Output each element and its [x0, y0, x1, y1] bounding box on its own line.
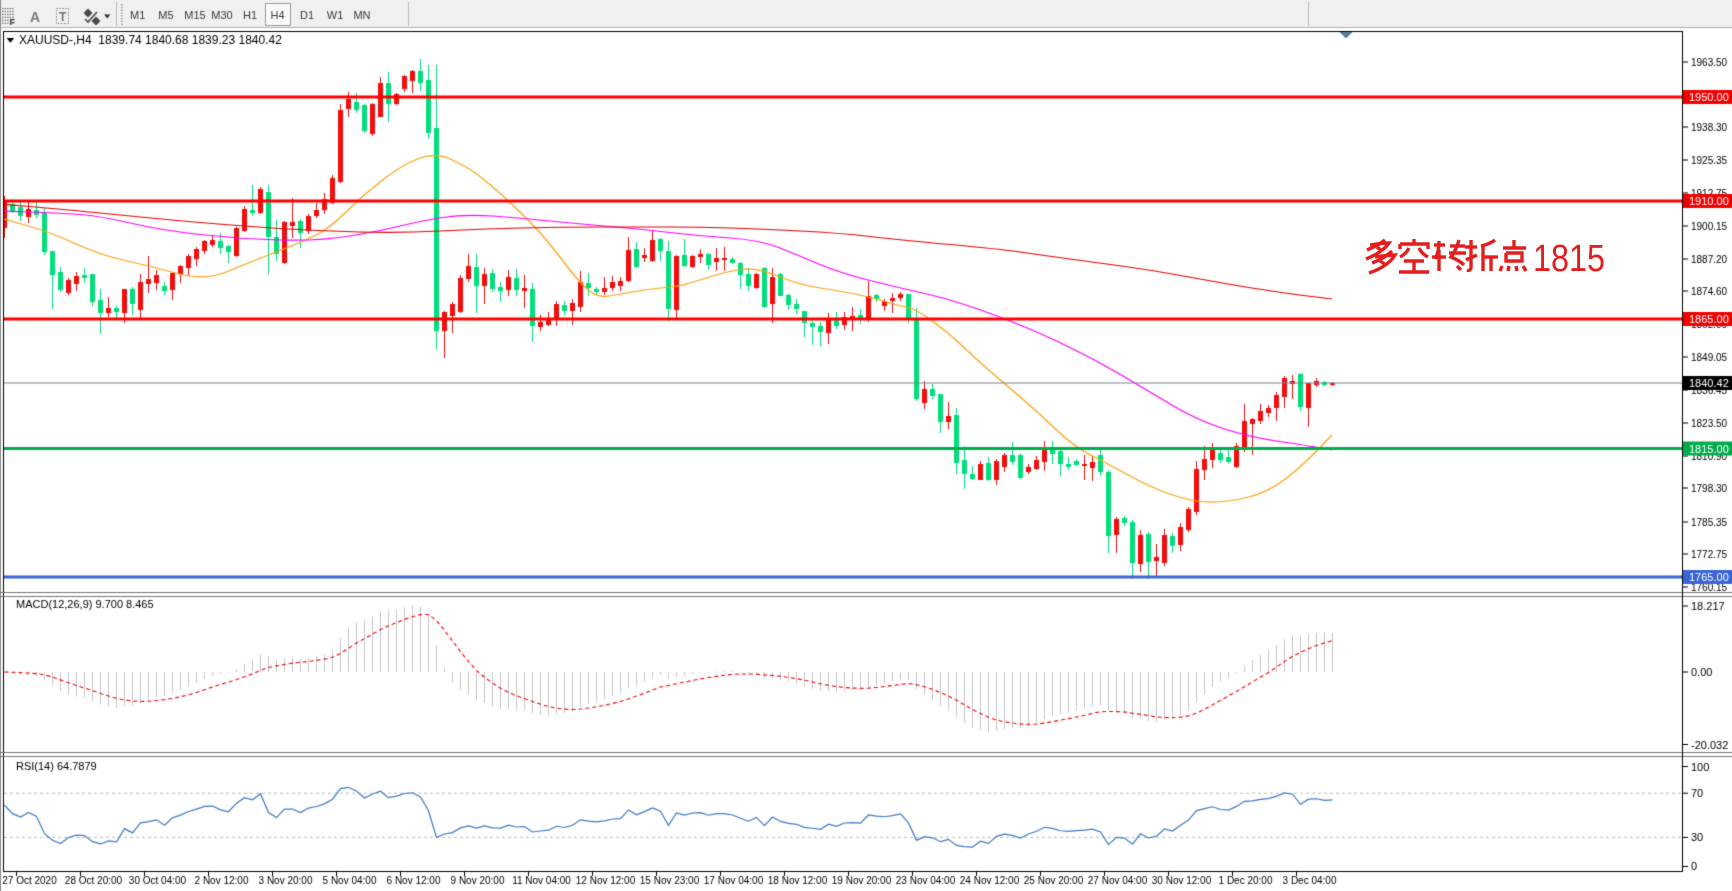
svg-text:1815: 1815	[1533, 238, 1605, 280]
